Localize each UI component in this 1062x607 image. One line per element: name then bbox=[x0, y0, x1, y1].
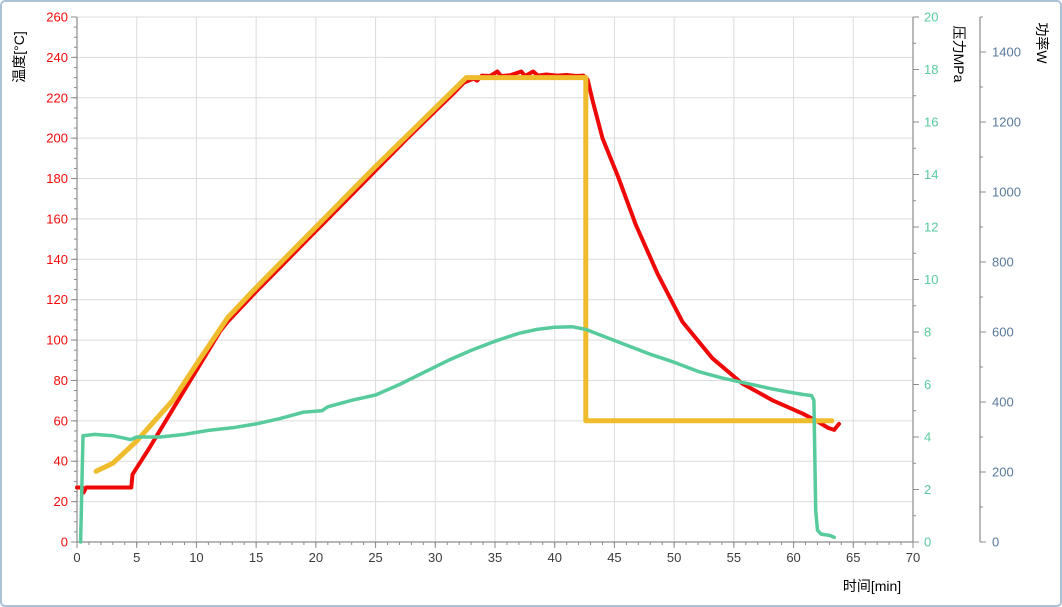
svg-text:20: 20 bbox=[924, 10, 938, 25]
svg-text:160: 160 bbox=[46, 211, 68, 226]
svg-text:180: 180 bbox=[46, 171, 68, 186]
svg-text:0: 0 bbox=[924, 535, 931, 550]
svg-text:6: 6 bbox=[924, 377, 931, 392]
svg-text:35: 35 bbox=[488, 550, 502, 565]
pressure-axis: 0 2 4 6 8 10 12 14 16 18 20 bbox=[913, 10, 938, 550]
svg-text:1000: 1000 bbox=[992, 185, 1021, 200]
svg-text:200: 200 bbox=[992, 465, 1014, 480]
svg-text:50: 50 bbox=[667, 550, 681, 565]
svg-text:12: 12 bbox=[924, 220, 938, 235]
svg-text:40: 40 bbox=[547, 550, 561, 565]
svg-text:60: 60 bbox=[54, 413, 68, 428]
svg-text:4: 4 bbox=[924, 430, 931, 445]
svg-text:16: 16 bbox=[924, 115, 938, 130]
svg-text:40: 40 bbox=[54, 454, 68, 469]
temperature-axis: 0 20 40 60 80 100 120 140 160 180 200 220 240 260 bbox=[46, 10, 77, 550]
svg-text:8: 8 bbox=[924, 325, 931, 340]
svg-text:100: 100 bbox=[46, 333, 68, 348]
svg-text:2: 2 bbox=[924, 482, 931, 497]
power-axis: 0 200 400 600 800 1000 1200 1400 bbox=[980, 16, 1021, 550]
svg-text:14: 14 bbox=[924, 167, 938, 182]
svg-text:45: 45 bbox=[607, 550, 621, 565]
grid-lines bbox=[76, 16, 914, 543]
svg-text:25: 25 bbox=[368, 550, 382, 565]
svg-text:18: 18 bbox=[924, 62, 938, 77]
svg-text:1400: 1400 bbox=[992, 45, 1021, 60]
svg-text:0: 0 bbox=[992, 535, 999, 550]
svg-text:400: 400 bbox=[992, 395, 1014, 410]
svg-text:240: 240 bbox=[46, 50, 68, 65]
svg-text:140: 140 bbox=[46, 252, 68, 267]
temperature-setpoint-curve bbox=[93, 75, 835, 474]
svg-text:220: 220 bbox=[46, 90, 68, 105]
svg-text:260: 260 bbox=[46, 10, 68, 25]
svg-text:800: 800 bbox=[992, 255, 1014, 270]
svg-text:65: 65 bbox=[846, 550, 860, 565]
svg-text:60: 60 bbox=[786, 550, 800, 565]
svg-text:10: 10 bbox=[924, 272, 938, 287]
svg-text:80: 80 bbox=[54, 373, 68, 388]
svg-text:30: 30 bbox=[428, 550, 442, 565]
svg-text:200: 200 bbox=[46, 131, 68, 146]
axis-lines bbox=[76, 17, 981, 543]
svg-text:70: 70 bbox=[906, 550, 920, 565]
svg-text:0: 0 bbox=[61, 535, 68, 550]
svg-text:600: 600 bbox=[992, 325, 1014, 340]
svg-text:0: 0 bbox=[73, 550, 80, 565]
temperature-axis-title: 温度[°C] bbox=[11, 31, 27, 83]
svg-text:10: 10 bbox=[189, 550, 203, 565]
svg-text:1200: 1200 bbox=[992, 115, 1021, 130]
pressure-axis-title: 压力MPa bbox=[951, 25, 967, 83]
svg-text:120: 120 bbox=[46, 292, 68, 307]
svg-text:55: 55 bbox=[727, 550, 741, 565]
power-axis-title: 功率W bbox=[1034, 22, 1050, 64]
svg-text:20: 20 bbox=[54, 494, 68, 509]
svg-text:5: 5 bbox=[133, 550, 140, 565]
svg-text:15: 15 bbox=[249, 550, 263, 565]
time-axis-title: 时间[min] bbox=[842, 578, 902, 594]
svg-text:20: 20 bbox=[309, 550, 323, 565]
temperature-measured-curve bbox=[75, 69, 841, 495]
time-axis: 0 5 10 15 20 25 30 35 40 45 50 55 60 65 70 bbox=[73, 542, 920, 565]
pressure-curve bbox=[78, 325, 836, 544]
